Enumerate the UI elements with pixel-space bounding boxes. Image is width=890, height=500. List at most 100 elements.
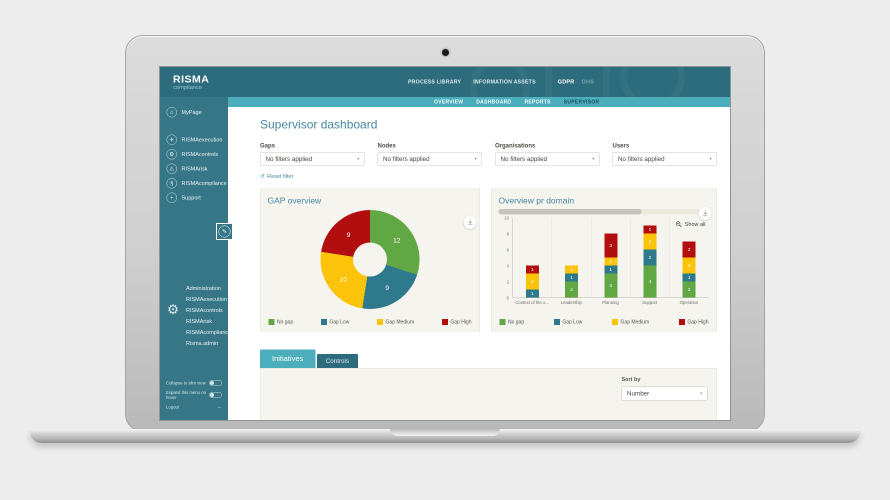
- zoom-out-icon: [676, 221, 682, 228]
- execution-icon: ✈: [166, 134, 177, 145]
- logout-row[interactable]: Logout →: [166, 401, 222, 413]
- legend-swatch: [499, 319, 506, 325]
- compliance-icon: §: [166, 178, 177, 189]
- bar-segment: 2: [682, 257, 696, 274]
- select-value: Number: [627, 390, 650, 397]
- legend-item: Gap High: [678, 319, 709, 325]
- donut-value-label: 10: [339, 275, 347, 283]
- chevron-down-icon: ▼: [356, 157, 360, 162]
- tab-initiatives[interactable]: Initiatives: [260, 349, 316, 368]
- nav-process-library[interactable]: PROCESS LIBRARY: [407, 79, 462, 85]
- sidebar-item-rismacompliance[interactable]: § RISMAcompliance: [160, 176, 228, 191]
- main-content: Supervisor dashboard Gaps No filters app…: [228, 107, 730, 420]
- admin-item-rismaexecution[interactable]: RISMAexecution: [186, 296, 227, 303]
- bar-segment: 4: [643, 265, 657, 298]
- legend-label: Gap Medium: [385, 319, 415, 325]
- sidebar-item-rismaexecution[interactable]: ✈ RISMAexecution: [160, 133, 228, 148]
- sidebar-item-label: RISMArisk: [181, 165, 208, 172]
- admin-item-rismarisk[interactable]: RISMArisk: [186, 318, 212, 325]
- reset-filter-link[interactable]: ↺ Reset filter: [260, 173, 293, 179]
- admin-item-rismacompliance[interactable]: RISMAcompliance: [186, 329, 232, 336]
- initiatives-panel: Sort by Number ▼: [260, 368, 717, 420]
- logout-icon: →: [216, 404, 223, 410]
- chart-scrollbar-thumb[interactable]: [498, 209, 642, 215]
- sidebar-item-support[interactable]: + Support: [160, 191, 228, 206]
- legend-swatch: [441, 319, 448, 325]
- collapse-slim-view-toggle-row[interactable]: Collapse to slim view: [166, 377, 222, 389]
- export-chart-button[interactable]: [698, 207, 712, 220]
- filter-label: Users: [612, 142, 630, 149]
- legend-swatch: [553, 319, 560, 325]
- tab-supervisor[interactable]: SUPERVISOR: [563, 99, 600, 105]
- legend-item: Gap Low: [553, 319, 582, 325]
- bar-y-axis: 0 2 4 6 8 10: [499, 215, 513, 301]
- legend-swatch: [612, 319, 619, 325]
- admin-item-administration[interactable]: Administration: [186, 285, 221, 292]
- solution-ohs[interactable]: OHS: [581, 79, 594, 85]
- sidebar-item-rismarisk[interactable]: ⚠ RISMArisk: [160, 162, 228, 177]
- x-axis-label: Operation: [679, 300, 699, 305]
- sort-by-control: Sort by Number ▼: [621, 377, 708, 401]
- show-all-button[interactable]: Show all: [676, 221, 706, 228]
- bottom-tabs: Initiatives Controls: [260, 349, 717, 368]
- hover-toggle[interactable]: [209, 392, 222, 398]
- select-value: No filters applied: [618, 155, 665, 163]
- sidebar-item-mypage[interactable]: ⌂ MyPage: [160, 105, 228, 120]
- legend-swatch: [268, 319, 275, 325]
- organisations-filter-select[interactable]: No filters applied ▼: [495, 152, 600, 166]
- sidebar-item-rismacontrols[interactable]: ⚙ RISMAcontrols: [160, 147, 228, 162]
- gaps-filter-select[interactable]: No filters applied ▼: [260, 152, 365, 166]
- filter-label: Nodes: [377, 142, 396, 149]
- bar-segment: 1: [565, 265, 579, 274]
- bar-segment: 2: [525, 273, 539, 290]
- collapse-toggle[interactable]: [209, 380, 222, 386]
- tab-overview[interactable]: OVERVIEW: [434, 99, 464, 105]
- tab-dashboard[interactable]: DASHBOARD: [476, 99, 512, 105]
- legend-label: No gap: [277, 319, 294, 325]
- risk-icon: ⚠: [166, 163, 177, 174]
- legend-label: Gap Medium: [620, 319, 650, 325]
- admin-item-rismacontrols[interactable]: RISMAcontrols: [186, 307, 223, 314]
- chart-scrollbar: [498, 209, 709, 215]
- laptop-screen: RISMA compliance PROCESS LIBRARY INFORMA…: [160, 67, 730, 420]
- laptop-base-notch: [390, 429, 500, 436]
- logo-subtitle: compliance: [173, 84, 203, 91]
- x-axis-label: Support: [642, 300, 658, 305]
- nav-information-assets[interactable]: INFORMATION ASSETS: [473, 79, 536, 85]
- bar-segment: 3: [604, 273, 618, 298]
- bar-segment: 1: [682, 273, 696, 282]
- y-tick-label: 0: [506, 295, 509, 301]
- users-filter-select[interactable]: No filters applied ▼: [612, 152, 717, 166]
- tab-reports[interactable]: REPORTS: [524, 99, 551, 105]
- risma-app: RISMA compliance PROCESS LIBRARY INFORMA…: [160, 67, 730, 420]
- export-chart-button[interactable]: [463, 216, 477, 229]
- y-tick-label: 8: [506, 231, 509, 237]
- y-tick-label: 10: [504, 215, 509, 221]
- sidebar-item-label: MyPage: [181, 109, 202, 116]
- tab-controls[interactable]: Controls: [316, 354, 359, 368]
- risma-logo[interactable]: RISMA compliance: [173, 74, 209, 91]
- solution-gdpr[interactable]: GDPR: [557, 79, 575, 85]
- nodes-filter-select[interactable]: No filters applied ▼: [377, 152, 482, 166]
- expand-on-hover-toggle-row[interactable]: Expand this menu on hover: [166, 389, 222, 401]
- app-header: RISMA compliance PROCESS LIBRARY INFORMA…: [160, 67, 730, 97]
- home-icon: ⌂: [166, 107, 177, 118]
- legend-item: Gap High: [441, 319, 472, 325]
- sort-by-select[interactable]: Number ▼: [621, 386, 708, 401]
- legend-item: Gap Medium: [612, 319, 649, 325]
- x-axis-label: Leadership: [560, 300, 582, 305]
- admin-item-risma-admin[interactable]: Risma.admin: [186, 340, 219, 347]
- sidebar-edit-button[interactable]: ✎: [216, 223, 233, 240]
- select-value: No filters applied: [500, 155, 548, 163]
- hover-label: Expand this menu on hover: [166, 390, 206, 400]
- solution-switcher: GDPR OHS: [558, 79, 594, 85]
- download-icon: [702, 210, 708, 216]
- gap-donut-chart: 12 9 10 9: [320, 210, 420, 309]
- bar-segment: 1: [525, 265, 539, 274]
- bar-segment: 2: [565, 281, 579, 298]
- sidebar-item-label: RISMAcontrols: [181, 151, 219, 158]
